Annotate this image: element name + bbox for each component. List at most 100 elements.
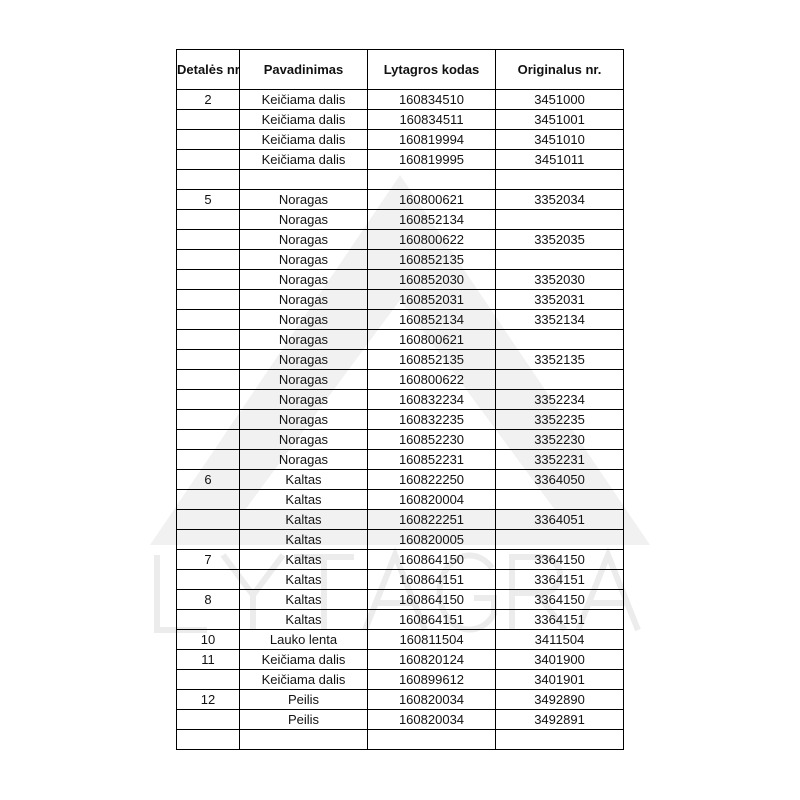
- cell-original-nr: 3451000: [495, 89, 624, 110]
- cell-detail-nr: 8: [176, 589, 240, 610]
- cell-detail-nr: [176, 389, 240, 410]
- table-row: Noragas 160852030 3352030: [176, 269, 624, 290]
- cell-lytagra-code: 160864151: [367, 569, 496, 590]
- cell-name: [239, 729, 368, 750]
- cell-name: Keičiama dalis: [239, 149, 368, 170]
- table-row: Kaltas 160864151 3364151: [176, 569, 624, 590]
- cell-original-nr: 3492891: [495, 709, 624, 730]
- cell-detail-nr: 12: [176, 689, 240, 710]
- cell-detail-nr: [176, 709, 240, 730]
- cell-detail-nr: [176, 609, 240, 630]
- cell-original-nr: 3352135: [495, 349, 624, 370]
- cell-detail-nr: [176, 369, 240, 390]
- cell-lytagra-code: 160852231: [367, 449, 496, 470]
- table-row: Peilis 160820034 3492891: [176, 709, 624, 730]
- table-row: [176, 729, 624, 750]
- cell-name: Noragas: [239, 449, 368, 470]
- cell-original-nr: [495, 369, 624, 390]
- cell-detail-nr: [176, 229, 240, 250]
- cell-original-nr: 3352034: [495, 189, 624, 210]
- cell-original-nr: [495, 729, 624, 750]
- cell-name: Kaltas: [239, 589, 368, 610]
- cell-original-nr: 3411504: [495, 629, 624, 650]
- cell-detail-nr: [176, 509, 240, 530]
- cell-original-nr: 3352235: [495, 409, 624, 430]
- cell-detail-nr: [176, 269, 240, 290]
- cell-name: Peilis: [239, 689, 368, 710]
- table-row: Noragas 160852135 3352135: [176, 349, 624, 370]
- cell-lytagra-code: 160820004: [367, 489, 496, 510]
- cell-lytagra-code: 160822251: [367, 509, 496, 530]
- cell-name: Keičiama dalis: [239, 649, 368, 670]
- cell-original-nr: 3352234: [495, 389, 624, 410]
- table-row: 6 Kaltas 160822250 3364050: [176, 469, 624, 490]
- cell-detail-nr: [176, 249, 240, 270]
- cell-lytagra-code: 160832234: [367, 389, 496, 410]
- cell-name: Noragas: [239, 409, 368, 430]
- cell-lytagra-code: 160820005: [367, 529, 496, 550]
- table-row: [176, 169, 624, 190]
- cell-detail-nr: [176, 409, 240, 430]
- cell-lytagra-code: 160832235: [367, 409, 496, 430]
- cell-original-nr: 3352030: [495, 269, 624, 290]
- cell-detail-nr: [176, 149, 240, 170]
- table-row: 8 Kaltas 160864150 3364150: [176, 589, 624, 610]
- cell-original-nr: [495, 329, 624, 350]
- cell-original-nr: 3364151: [495, 609, 624, 630]
- table-row: Noragas 160852231 3352231: [176, 449, 624, 470]
- cell-original-nr: 3352231: [495, 449, 624, 470]
- table-row: Noragas 160852134: [176, 209, 624, 230]
- table-row: 10 Lauko lenta 160811504 3411504: [176, 629, 624, 650]
- cell-original-nr: 3364151: [495, 569, 624, 590]
- cell-original-nr: 3492890: [495, 689, 624, 710]
- cell-original-nr: 3451001: [495, 109, 624, 130]
- table-row: Noragas 160800622 3352035: [176, 229, 624, 250]
- table-row: 7 Kaltas 160864150 3364150: [176, 549, 624, 570]
- cell-detail-nr: [176, 529, 240, 550]
- cell-lytagra-code: 160852135: [367, 349, 496, 370]
- cell-detail-nr: [176, 309, 240, 330]
- cell-name: Kaltas: [239, 489, 368, 510]
- cell-original-nr: 3364051: [495, 509, 624, 530]
- cell-name: Kaltas: [239, 509, 368, 530]
- table-row: Noragas 160852134 3352134: [176, 309, 624, 330]
- cell-original-nr: 3352230: [495, 429, 624, 450]
- cell-original-nr: [495, 489, 624, 510]
- cell-name: Noragas: [239, 269, 368, 290]
- cell-original-nr: 3352134: [495, 309, 624, 330]
- cell-detail-nr: [176, 329, 240, 350]
- table-row: Noragas 160832235 3352235: [176, 409, 624, 430]
- cell-lytagra-code: 160852030: [367, 269, 496, 290]
- cell-detail-nr: 11: [176, 649, 240, 670]
- cell-lytagra-code: 160800621: [367, 189, 496, 210]
- cell-detail-nr: 2: [176, 89, 240, 110]
- table-row: Noragas 160832234 3352234: [176, 389, 624, 410]
- header-name: Pavadinimas: [239, 49, 368, 90]
- cell-lytagra-code: 160834510: [367, 89, 496, 110]
- cell-name: Noragas: [239, 289, 368, 310]
- table-row: 2 Keičiama dalis 160834510 3451000: [176, 89, 624, 110]
- cell-detail-nr: [176, 489, 240, 510]
- cell-name: Noragas: [239, 229, 368, 250]
- cell-lytagra-code: 160852230: [367, 429, 496, 450]
- cell-name: Noragas: [239, 249, 368, 270]
- cell-name: Keičiama dalis: [239, 109, 368, 130]
- cell-lytagra-code: 160819995: [367, 149, 496, 170]
- table-row: Kaltas 160864151 3364151: [176, 609, 624, 630]
- table-row: Kaltas 160822251 3364051: [176, 509, 624, 530]
- cell-lytagra-code: 160819994: [367, 129, 496, 150]
- cell-name: Noragas: [239, 389, 368, 410]
- cell-lytagra-code: 160864150: [367, 589, 496, 610]
- cell-lytagra-code: 160852134: [367, 209, 496, 230]
- cell-original-nr: 3364150: [495, 589, 624, 610]
- cell-detail-nr: [176, 129, 240, 150]
- cell-name: Kaltas: [239, 569, 368, 590]
- cell-original-nr: [495, 249, 624, 270]
- cell-lytagra-code: 160834511: [367, 109, 496, 130]
- cell-lytagra-code: [367, 169, 496, 190]
- cell-detail-nr: [176, 109, 240, 130]
- cell-original-nr: [495, 529, 624, 550]
- cell-detail-nr: 6: [176, 469, 240, 490]
- cell-lytagra-code: 160800622: [367, 369, 496, 390]
- cell-lytagra-code: 160820034: [367, 709, 496, 730]
